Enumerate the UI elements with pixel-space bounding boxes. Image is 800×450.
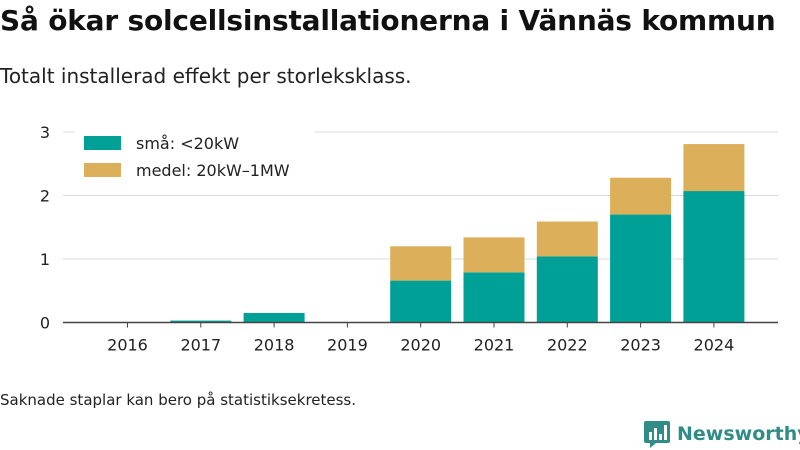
legend-swatch [84,163,121,177]
bar-segment [610,177,672,215]
x-tick-label: 2024 [694,336,735,355]
y-tick-label: 0 [40,314,50,333]
footnote: Saknade staplar kan bero på statistiksek… [0,391,357,409]
x-tick-label: 2017 [180,336,221,355]
bar-segment [463,272,525,323]
bars [170,144,745,323]
x-tick-label: 2018 [254,336,295,355]
x-tick-label: 2023 [620,336,661,355]
bar-segment [536,256,598,323]
chart-title: Så ökar solcellsinstallationerna i Vännä… [0,4,776,37]
y-tick-label: 3 [40,123,50,142]
y-tick-label: 2 [40,187,50,206]
bar-segment [610,214,672,323]
x-tick-labels: 2016 2017 2018 2019 2020 2021 2022 2023 2024 [107,322,735,355]
bar-segment [536,221,598,257]
x-tick-label: 2019 [327,336,368,355]
stacked-bar-chart: 0 1 2 3 2016 2017 2018 2019 2020 2021 2022 2023 202… [40,123,778,355]
x-tick-label: 2016 [107,336,148,355]
legend-swatch [84,136,121,150]
bar-segment [390,280,452,323]
legend-label: medel: 20kW–1MW [136,161,290,180]
bar-segment [170,320,232,323]
bar-segment [463,237,525,273]
chart-subtitle: Totalt installerad effekt per storlekskl… [0,64,412,88]
x-tick-label: 2020 [400,336,441,355]
bar-segment [390,246,452,281]
x-tick-label: 2021 [474,336,515,355]
x-tick-label: 2022 [547,336,588,355]
bar-segment [243,312,305,323]
legend-label: små: <20kW [136,134,239,153]
bar-segment [683,144,745,192]
y-tick-label: 1 [40,250,50,269]
brand-logo: Newsworthy [643,419,800,449]
brand-name: Newsworthy [677,423,800,445]
legend: små: <20kW medel: 20kW–1MW [75,130,315,188]
newsworthy-logo-icon [644,421,670,448]
bar-segment [683,191,745,323]
y-tick-labels: 0 1 2 3 [40,123,50,333]
